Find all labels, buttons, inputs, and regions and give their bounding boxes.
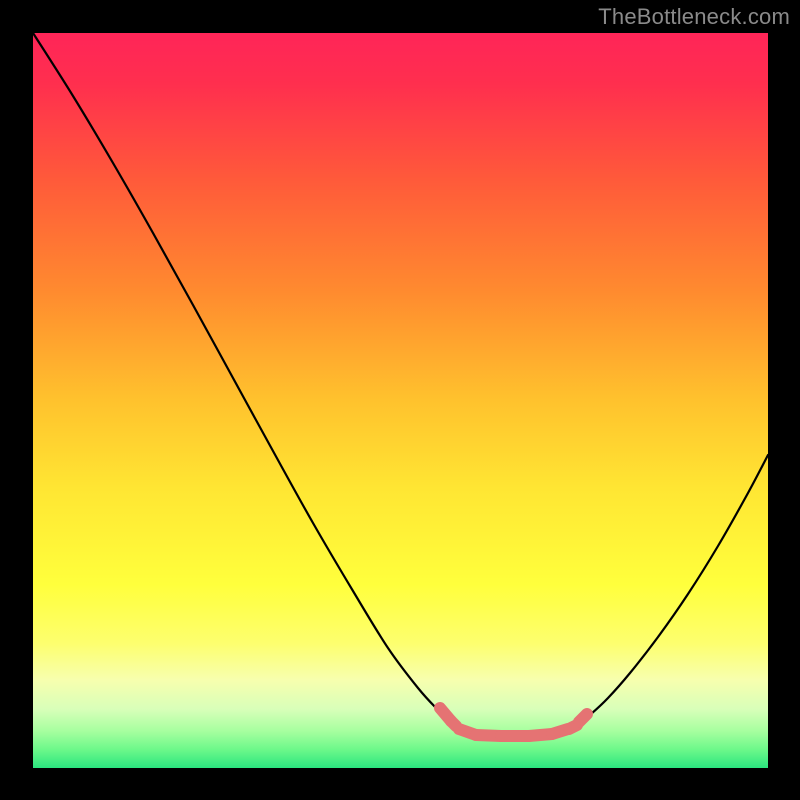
trough-marker-segment	[579, 714, 587, 722]
watermark-text: TheBottleneck.com	[598, 4, 790, 30]
chart-plot-area	[33, 33, 768, 768]
chart-curve-layer	[33, 33, 768, 768]
bottleneck-curve	[33, 33, 768, 736]
trough-marker-group	[440, 708, 587, 736]
